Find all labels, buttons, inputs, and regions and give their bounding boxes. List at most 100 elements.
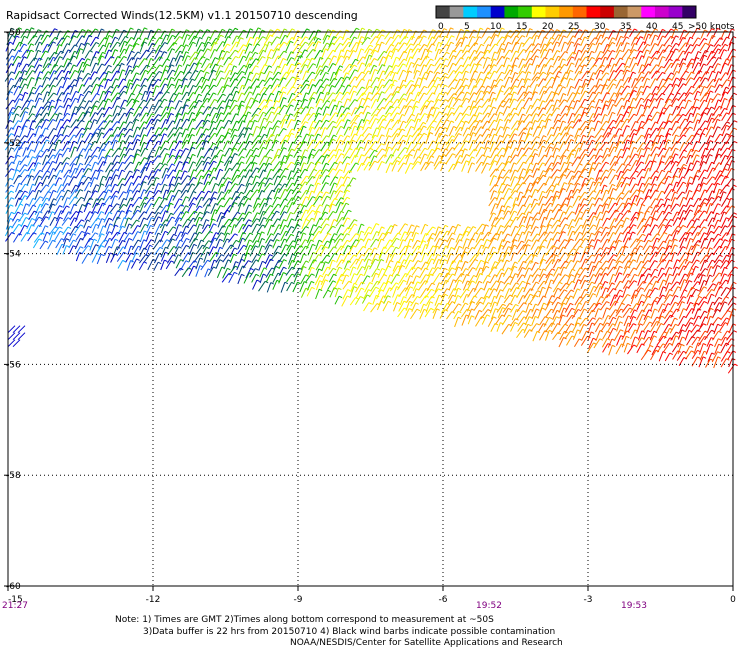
- wind-barb-flag: [493, 97, 497, 101]
- wind-barb-flag: [201, 42, 205, 45]
- wind-barb-flag: [116, 70, 121, 73]
- wind-barb-shaft: [518, 58, 523, 69]
- wind-barb-flag: [521, 70, 526, 74]
- wind-barb-flag: [136, 72, 140, 75]
- wind-barb-flag: [402, 98, 407, 101]
- wind-barb-flag: [144, 27, 148, 30]
- wind-barb-flag: [584, 107, 589, 110]
- wind-barb-flag: [563, 35, 567, 38]
- wind-barb-flag: [499, 78, 504, 82]
- wind-barb: [587, 28, 597, 40]
- wind-barb-flag: [129, 121, 134, 124]
- wind-barb-shaft: [685, 37, 691, 47]
- wind-barb-flag: [16, 35, 20, 38]
- wind-barb-flag: [320, 85, 324, 89]
- wind-barb-shaft: [607, 37, 613, 48]
- wind-barb-flag: [66, 77, 71, 80]
- wind-barb: [41, 63, 52, 73]
- wind-barb-flag: [464, 36, 469, 39]
- wind-barb-flag: [418, 35, 422, 39]
- wind-barb-flag: [178, 92, 183, 95]
- wind-barb-shaft: [97, 37, 105, 48]
- wind-barb-flag: [731, 28, 735, 31]
- wind-barb-shaft: [18, 56, 25, 68]
- wind-barb: [230, 86, 239, 96]
- wind-barb-flag: [472, 132, 476, 135]
- wind-barb-shaft: [67, 79, 75, 90]
- wind-barb: [216, 77, 225, 87]
- wind-barb: [229, 55, 239, 66]
- wind-barb-flag: [101, 113, 106, 116]
- wind-barb: [600, 36, 610, 45]
- wind-barb-flag: [465, 70, 469, 73]
- wind-barb: [711, 93, 721, 104]
- wind-barb-flag: [541, 29, 546, 33]
- wind-barb: [630, 120, 639, 131]
- wind-barb-shaft: [357, 27, 363, 39]
- wind-barb-flag: [359, 41, 363, 44]
- wind-barb-flag: [628, 77, 632, 80]
- wind-barb-shaft: [350, 107, 356, 117]
- wind-barb: [111, 78, 119, 88]
- wind-barb-flag: [395, 64, 399, 68]
- wind-barb-shaft: [664, 93, 672, 104]
- wind-barb-flag: [376, 92, 381, 95]
- wind-barb: [525, 28, 533, 38]
- wind-barb-shaft: [699, 42, 706, 52]
- wind-barb-shaft: [328, 112, 336, 123]
- wind-barb-flag: [319, 79, 324, 82]
- wind-barb-flag: [704, 77, 709, 80]
- wind-barb: [193, 29, 204, 40]
- wind-barb: [235, 70, 245, 81]
- wind-barb-flag: [409, 134, 414, 138]
- wind-barb: [237, 92, 245, 102]
- wind-barb-flag: [563, 99, 568, 102]
- wind-barb-flag: [562, 120, 566, 123]
- wind-barb-flag: [368, 79, 373, 82]
- wind-barb-flag: [668, 77, 672, 81]
- wind-barb: [13, 125, 22, 137]
- wind-barb-shaft: [594, 42, 600, 53]
- wind-barb-flag: [152, 49, 157, 52]
- wind-barb-shaft: [119, 99, 125, 109]
- wind-barb-shaft: [659, 107, 664, 117]
- wind-barb-shaft: [657, 35, 663, 47]
- wind-barb: [343, 98, 351, 108]
- wind-barb-flag: [717, 27, 721, 31]
- wind-barb-flag: [298, 99, 303, 103]
- wind-barb-flag: [256, 36, 261, 40]
- wind-barb-flag: [682, 134, 687, 137]
- wind-barb-shaft: [623, 57, 629, 68]
- wind-barb-flag: [247, 78, 252, 82]
- wind-barb-flag: [535, 55, 539, 58]
- wind-barb-flag: [627, 92, 632, 95]
- wind-barb-flag: [23, 70, 28, 73]
- wind-barb-flag: [228, 128, 233, 131]
- wind-barb-shaft: [132, 37, 139, 48]
- wind-barb-flag: [450, 27, 454, 30]
- wind-barb-flag: [24, 135, 28, 138]
- wind-barb-flag: [347, 37, 351, 41]
- wind-barb-flag: [130, 107, 135, 111]
- wind-barb: [97, 37, 108, 48]
- wind-barb: [615, 42, 624, 53]
- wind-barb: [719, 62, 728, 75]
- wind-barb: [637, 41, 647, 52]
- wind-barb-flag: [499, 118, 503, 122]
- wind-barb-flag: [73, 64, 77, 67]
- wind-barb: [397, 114, 406, 124]
- wind-barb-flag: [620, 69, 624, 72]
- wind-barb-flag: [542, 71, 547, 75]
- wind-barb-flag: [382, 56, 387, 59]
- wind-barb-flag: [522, 113, 526, 117]
- wind-barb-flag: [628, 27, 632, 31]
- wind-barb-flag: [185, 112, 189, 115]
- wind-barb-flag: [712, 34, 716, 38]
- wind-barb-flag: [466, 44, 470, 48]
- wind-barb-flag: [398, 42, 402, 45]
- wind-barb-shaft: [475, 44, 482, 55]
- wind-barb-flag: [303, 125, 307, 129]
- wind-barb-flag: [444, 91, 449, 95]
- wind-barb-flag: [214, 98, 218, 102]
- wind-barb: [215, 65, 224, 76]
